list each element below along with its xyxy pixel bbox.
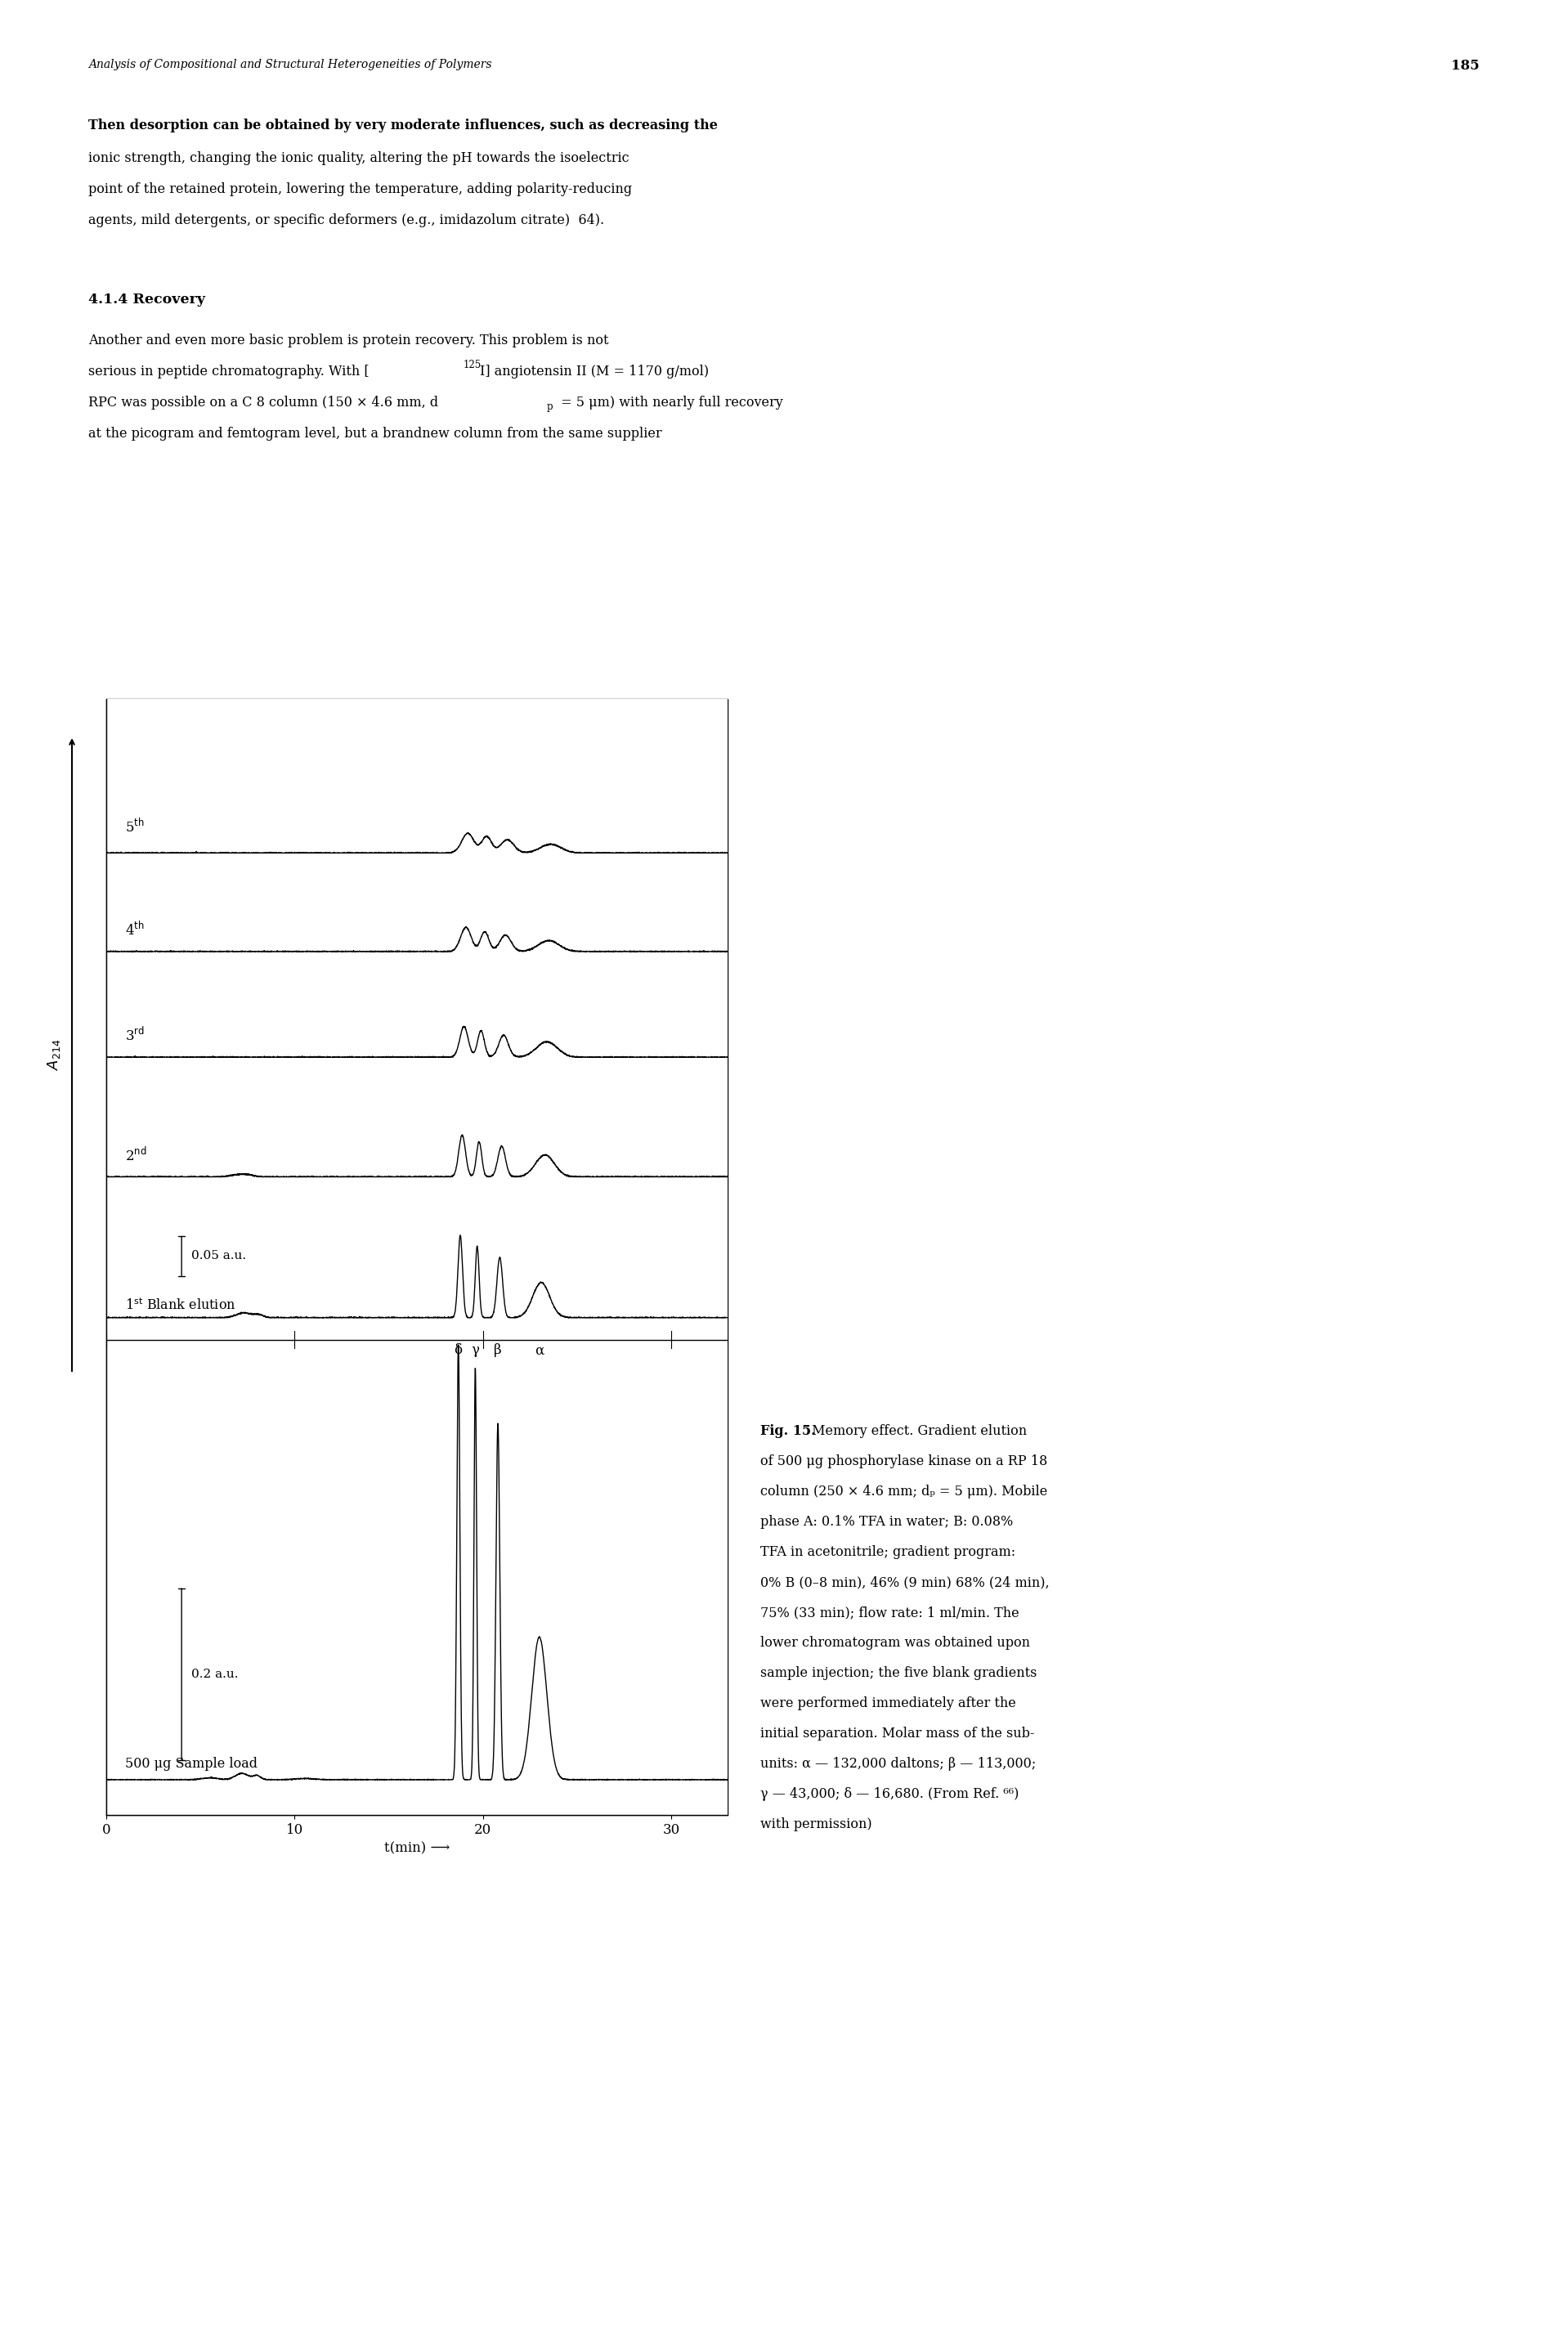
Text: γ: γ: [472, 1344, 480, 1358]
Text: 185: 185: [1452, 58, 1480, 72]
Text: point of the retained protein, lowering the temperature, adding polarity-reducin: point of the retained protein, lowering …: [88, 182, 632, 196]
Text: 0.2 a.u.: 0.2 a.u.: [191, 1668, 238, 1680]
Text: initial separation. Molar mass of the sub-: initial separation. Molar mass of the su…: [760, 1727, 1035, 1741]
Text: 1$^{\rm st}$ Blank elution: 1$^{\rm st}$ Blank elution: [125, 1298, 235, 1314]
Text: agents, mild detergents, or specific deformers (e.g., imidazolum citrate)  64).: agents, mild detergents, or specific def…: [88, 214, 604, 228]
Text: 0.05 a.u.: 0.05 a.u.: [191, 1251, 246, 1263]
Text: α: α: [535, 1344, 544, 1358]
Text: 5$^{\rm th}$: 5$^{\rm th}$: [125, 818, 144, 836]
Text: I] angiotensin II (M = 1170 g/mol): I] angiotensin II (M = 1170 g/mol): [480, 363, 709, 377]
Bar: [107, 699, 728, 1815]
Text: column (250 × 4.6 mm; dₚ = 5 μm). Mobile: column (250 × 4.6 mm; dₚ = 5 μm). Mobile: [760, 1484, 1047, 1498]
Text: TFA in acetonitrile; gradient program:: TFA in acetonitrile; gradient program:: [760, 1545, 1016, 1559]
Text: β: β: [494, 1344, 502, 1358]
Text: sample injection; the five blank gradients: sample injection; the five blank gradien…: [760, 1666, 1036, 1680]
Text: γ — 43,000; δ — 16,680. (From Ref. ⁶⁶): γ — 43,000; δ — 16,680. (From Ref. ⁶⁶): [760, 1787, 1019, 1801]
Text: Memory effect. Gradient elution: Memory effect. Gradient elution: [808, 1424, 1027, 1438]
Text: Then desorption can be obtained by very moderate influences, such as decreasing : Then desorption can be obtained by very …: [88, 119, 718, 133]
Text: 4.1.4 Recovery: 4.1.4 Recovery: [88, 294, 205, 308]
Text: of 500 μg phosphorylase kinase on a RP 18: of 500 μg phosphorylase kinase on a RP 1…: [760, 1454, 1047, 1468]
Text: were performed immediately after the: were performed immediately after the: [760, 1696, 1016, 1710]
Text: 75% (33 min); flow rate: 1 ml/min. The: 75% (33 min); flow rate: 1 ml/min. The: [760, 1605, 1019, 1619]
Text: 500 μg Sample load: 500 μg Sample load: [125, 1757, 257, 1771]
Text: RPC was possible on a C 8 column (150 × 4.6 mm, d: RPC was possible on a C 8 column (150 × …: [88, 396, 439, 410]
Text: $A_{214}$: $A_{214}$: [45, 1039, 63, 1069]
Text: = 5 μm) with nearly full recovery: = 5 μm) with nearly full recovery: [557, 396, 782, 410]
Text: serious in peptide chromatography. With [: serious in peptide chromatography. With …: [88, 363, 368, 377]
Text: with permission): with permission): [760, 1817, 872, 1831]
X-axis label: t(min) ⟶: t(min) ⟶: [384, 1841, 450, 1855]
Text: p: p: [547, 401, 554, 412]
Text: units: α — 132,000 daltons; β — 113,000;: units: α — 132,000 daltons; β — 113,000;: [760, 1757, 1036, 1771]
Text: ionic strength, changing the ionic quality, altering the pH towards the isoelect: ionic strength, changing the ionic quali…: [88, 151, 629, 165]
Text: 0% B (0–8 min), 46% (9 min) 68% (24 min),: 0% B (0–8 min), 46% (9 min) 68% (24 min)…: [760, 1575, 1049, 1589]
Text: 3$^{\rm rd}$: 3$^{\rm rd}$: [125, 1028, 144, 1044]
Text: 2$^{\rm nd}$: 2$^{\rm nd}$: [125, 1146, 147, 1163]
Text: Analysis of Compositional and Structural Heterogeneities of Polymers: Analysis of Compositional and Structural…: [88, 58, 492, 70]
Text: at the picogram and femtogram level, but a brandnew column from the same supplie: at the picogram and femtogram level, but…: [88, 426, 662, 440]
Text: δ: δ: [455, 1344, 463, 1358]
Text: 125: 125: [464, 359, 481, 370]
Text: phase A: 0.1% TFA in water; B: 0.08%: phase A: 0.1% TFA in water; B: 0.08%: [760, 1514, 1013, 1528]
Text: 4$^{\rm th}$: 4$^{\rm th}$: [125, 920, 144, 939]
Text: Another and even more basic problem is protein recovery. This problem is not: Another and even more basic problem is p…: [88, 333, 608, 347]
Text: Fig. 15.: Fig. 15.: [760, 1424, 815, 1438]
Text: lower chromatogram was obtained upon: lower chromatogram was obtained upon: [760, 1636, 1030, 1650]
